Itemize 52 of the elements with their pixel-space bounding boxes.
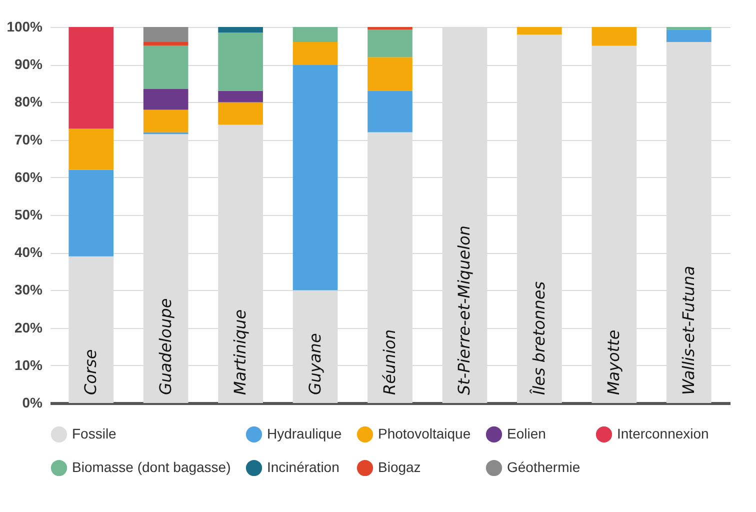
bar [68,128,114,170]
legend-label: Fossile [72,425,117,442]
bar [368,27,412,30]
bar [143,42,188,46]
x-tick-label: Îles bretonnes [529,281,548,395]
bar [218,90,263,102]
bar [218,32,263,91]
bar [592,27,637,46]
legend-label: Photovoltaique [378,425,471,442]
x-tick-label: Wallis-et-Futuna [678,266,698,395]
y-tick-label: 50% [14,206,44,222]
y-tick-label: 100% [6,18,44,34]
y-tick-label: 60% [14,168,44,185]
legend-label: Biomasse (dont bagasse) [72,459,231,475]
y-tick-label: 10% [14,356,44,373]
bar [292,64,338,290]
legend-label: Hydraulique [267,425,342,442]
x-tick-label: Réunion [380,329,399,395]
bar [666,30,712,42]
x-tick-label: Guyane [305,333,324,395]
bar [666,27,712,30]
bar [292,27,338,42]
y-tick-label: 40% [14,244,44,260]
y-tick-label: 90% [14,56,44,72]
bar [292,42,338,65]
x-tick-label: Corse [81,349,100,395]
x-tick-label: Mayotte [604,330,624,395]
x-tick-label: Guadeloupe [156,298,175,395]
bar [218,102,263,125]
bar [68,170,114,256]
bar [517,27,562,35]
bar [218,27,263,33]
bar [143,89,188,110]
y-tick-label: 30% [14,282,44,298]
bar [143,46,188,90]
bar [68,27,114,129]
legend-label: Incinération [267,459,340,475]
legend-label: Interconnexion [617,425,709,442]
bar [143,27,188,42]
legend-label: Géothermie [507,459,580,475]
legend-label: Biogaz [378,459,421,475]
y-tick-label: 70% [14,131,44,148]
y-tick-label: 20% [14,319,44,336]
bar [368,30,412,58]
bar [368,57,412,91]
bar [143,110,188,132]
x-tick-label: Martinique [230,309,250,395]
x-tick-label: St-Pierre-et-Miquelon [454,225,474,395]
bar [368,90,412,132]
legend-label: Eolien [507,425,546,442]
y-tick-label: 80% [14,94,44,110]
y-tick-label: 0% [22,394,44,410]
